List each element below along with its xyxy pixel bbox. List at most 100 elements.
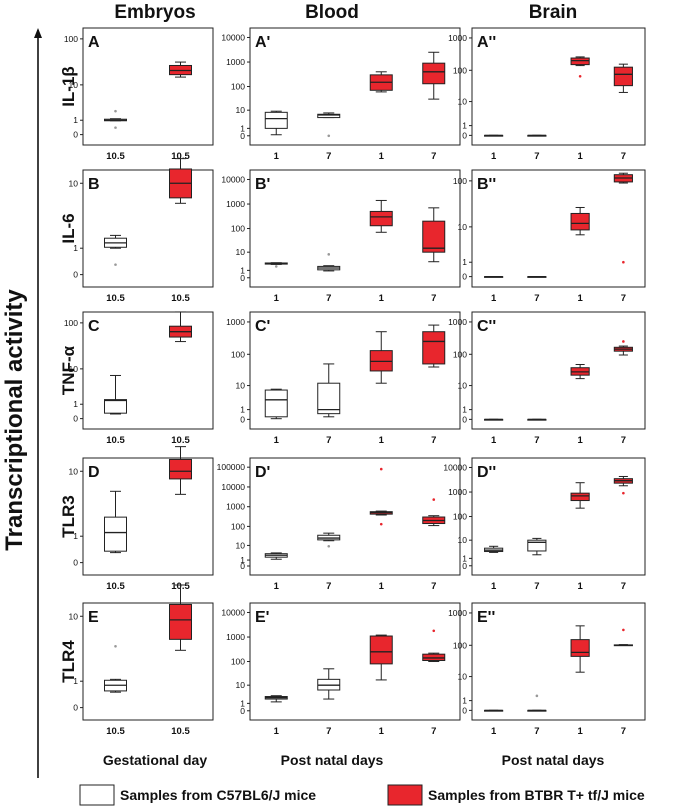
outlier-point [578, 74, 582, 78]
y-tick-label: 0 [73, 414, 78, 424]
box-btbr [570, 206, 590, 236]
y-tick-label: 0 [240, 561, 245, 571]
box-c57 [317, 112, 341, 138]
panel-letter: C' [255, 318, 270, 335]
x-tick-label: 1 [577, 435, 583, 446]
box-c57 [104, 374, 127, 415]
box-body [613, 66, 633, 87]
box-btbr [422, 498, 446, 527]
y-tick-label: 100 [64, 34, 78, 44]
y-tick-label: 100 [453, 512, 467, 522]
box-btbr [422, 629, 446, 663]
x-axis-label-2: Post natal days [502, 752, 605, 768]
box-c57 [104, 109, 127, 129]
column-title-0: Embryos [114, 2, 195, 23]
y-tick-label: 1 [73, 399, 78, 409]
box-c57 [264, 262, 288, 268]
x-tick-label: 1 [577, 581, 583, 592]
x-tick-label: 7 [431, 435, 436, 446]
panel-frame [82, 27, 214, 146]
box-body [570, 57, 590, 66]
panel-5: B'' 0 1 10 100 1 7 1 7 [453, 169, 646, 304]
box-c57 [104, 234, 127, 266]
box-c57 [317, 668, 341, 700]
x-tick-label: 1 [491, 435, 497, 446]
y-tick-label: 0 [73, 130, 78, 140]
x-axis-label-1: Post natal days [281, 752, 384, 768]
y-tick-label: 1000 [226, 57, 245, 67]
y-tick-label: 10 [458, 381, 468, 391]
y-tick-label: 100 [231, 82, 245, 92]
panel-letter: B [88, 176, 100, 193]
box-body [264, 389, 288, 418]
box-btbr [422, 324, 446, 368]
y-tick-label: 10 [69, 364, 79, 374]
box-body [104, 399, 127, 414]
y-tick-label: 10 [69, 178, 79, 188]
y-tick-label: 10000 [221, 174, 245, 184]
y-tick-label: 1000 [226, 632, 245, 642]
panel-letter: B' [255, 176, 270, 193]
box-btbr [369, 331, 393, 384]
y-tick-label: 1 [73, 676, 78, 686]
box-btbr [422, 51, 446, 100]
column-title-2: Brain [529, 2, 578, 23]
box-c57 [317, 532, 341, 548]
box-body [570, 639, 590, 657]
box-btbr [169, 61, 192, 78]
panel-frame [82, 169, 214, 288]
y-tick-label: 10 [458, 535, 468, 545]
outlier-point [535, 694, 539, 698]
y-tick-label: 10 [236, 381, 246, 391]
y-tick-label: 1000 [226, 199, 245, 209]
x-tick-label: 7 [326, 726, 331, 737]
x-axis-label-0: Gestational day [103, 752, 207, 768]
box-btbr [169, 311, 192, 343]
y-tick-label: 0 [240, 131, 245, 141]
y-tick-label: 1000 [226, 502, 245, 512]
box-body [422, 62, 446, 85]
x-tick-label: 7 [534, 435, 539, 446]
panel-letter: D'' [477, 464, 496, 481]
y-tick-label: 10 [69, 611, 79, 621]
box-c57 [104, 645, 127, 693]
y-tick-label: 10 [236, 680, 246, 690]
y-tick-label: 1 [240, 555, 245, 565]
box-c57 [484, 134, 504, 137]
panel-frame [471, 27, 646, 146]
x-tick-label: 7 [621, 581, 626, 592]
box-btbr [570, 56, 590, 78]
box-body [527, 539, 547, 552]
y-tick-label: 1000 [448, 608, 467, 618]
panel-letter: E'' [477, 609, 495, 626]
outlier-point [622, 491, 625, 495]
y-tick-label: 1 [462, 696, 467, 706]
box-c57 [484, 545, 504, 553]
y-tick-label: 1000 [448, 33, 467, 43]
x-tick-label: 1 [577, 293, 583, 304]
row-label-2: TNF-α [59, 345, 78, 395]
x-tick-label: 1 [379, 151, 385, 162]
x-tick-label: 7 [534, 726, 539, 737]
panel-letter: E' [255, 609, 269, 626]
panel-letter: A' [255, 34, 270, 51]
y-tick-label: 10 [236, 105, 246, 115]
x-tick-label: 1 [491, 581, 497, 592]
x-tick-label: 10.5 [171, 293, 190, 304]
y-tick-label: 10 [69, 466, 79, 476]
box-body [369, 635, 393, 665]
row-label-1: IL-6 [59, 213, 78, 243]
panel-letter: A [88, 34, 100, 51]
panel-frame [471, 169, 646, 288]
legend-label-0: Samples from C57BL6/J mice [120, 787, 316, 803]
box-body [422, 220, 446, 253]
y-tick-label: 0 [462, 414, 467, 424]
x-tick-label: 10.5 [106, 435, 125, 446]
y-tick-label: 1 [462, 257, 467, 267]
x-tick-label: 7 [326, 581, 331, 592]
panel-12: E 0 1 10 10.5 10.5 [69, 584, 214, 737]
panel-0: A 0 1 10 100 10.5 10.5 [64, 27, 214, 162]
y-tick-label: 100 [231, 224, 245, 234]
